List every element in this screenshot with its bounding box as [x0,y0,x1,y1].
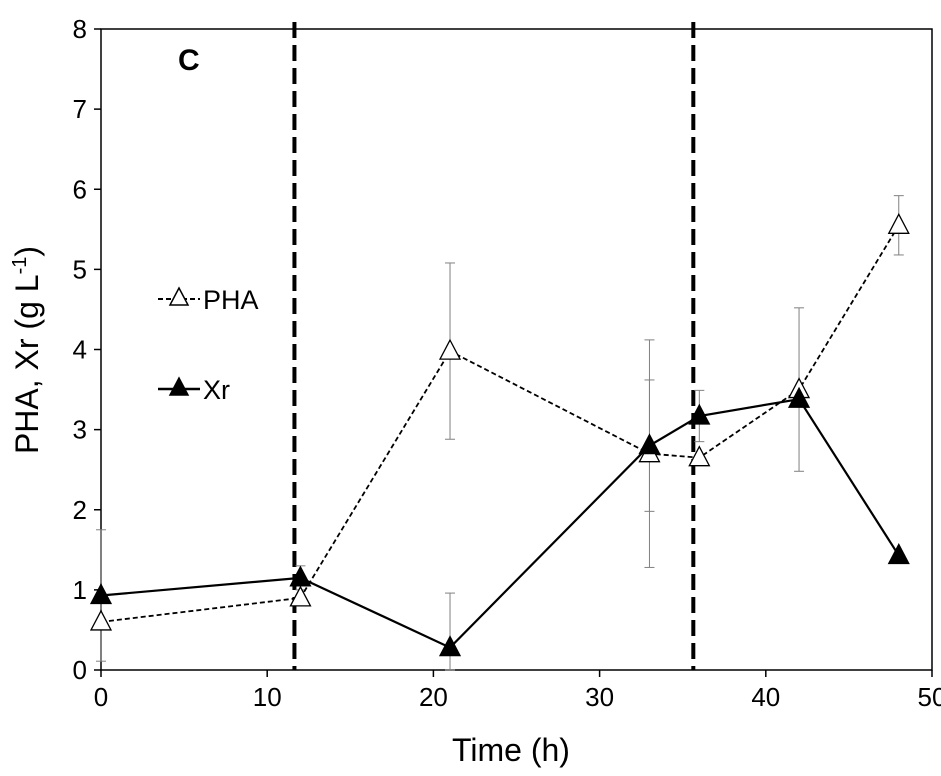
y-tick-label: 5 [73,254,87,284]
y-tick-label: 8 [73,14,87,44]
legend-marker-pha [168,286,190,306]
data-point-pha [438,338,462,360]
y-tick-label: 7 [73,94,87,124]
series-line-xr [100,397,900,649]
error-bars [96,195,904,671]
y-axis-title: PHA, Xr (g L-1) [9,246,45,454]
data-point-pha [89,609,113,631]
y-axis-title-main: PHA, Xr (g L [9,274,45,454]
phase-lines [292,22,696,670]
data-point-xr [89,583,113,605]
y-tick-label: 3 [73,415,87,445]
x-tick-label: 20 [419,682,448,712]
y-tick-label: 1 [73,575,87,605]
data-point-pha [887,212,910,234]
x-tick-label: 0 [94,682,108,712]
data-point-xr [887,543,910,565]
legend-label-xr: Xr [203,375,230,405]
x-axis-title: Time (h) [452,732,570,768]
y-axis-title-sup: -1 [9,257,31,275]
plot-frame [100,28,933,671]
legend: PHA Xr [158,285,259,405]
panel-label: C [178,44,200,77]
y-axis-title-close: ) [9,246,45,257]
y-tick-label: 6 [73,174,87,204]
legend-label-pha: PHA [203,285,259,315]
plot-area [100,28,933,671]
data-point-xr [638,433,661,455]
y-tick-label: 2 [73,495,87,525]
data-point-pha [289,585,312,607]
data-point-xr [688,403,711,425]
x-tick-label: 30 [585,682,614,712]
y-tick-label: 4 [73,335,87,365]
y-tick-label: 0 [73,655,87,685]
x-tick-label: 40 [751,682,780,712]
series-markers [89,212,910,657]
data-point-xr [787,386,811,408]
axis-ticks: 0 1 2 3 4 5 6 7 8 0 10 20 30 40 50 [73,14,941,712]
data-point-pha [688,445,711,467]
data-point-xr [289,565,312,587]
x-tick-label: 10 [253,682,282,712]
data-point-xr [438,635,462,657]
legend-marker-xr [168,376,190,396]
x-tick-label: 50 [918,682,941,712]
